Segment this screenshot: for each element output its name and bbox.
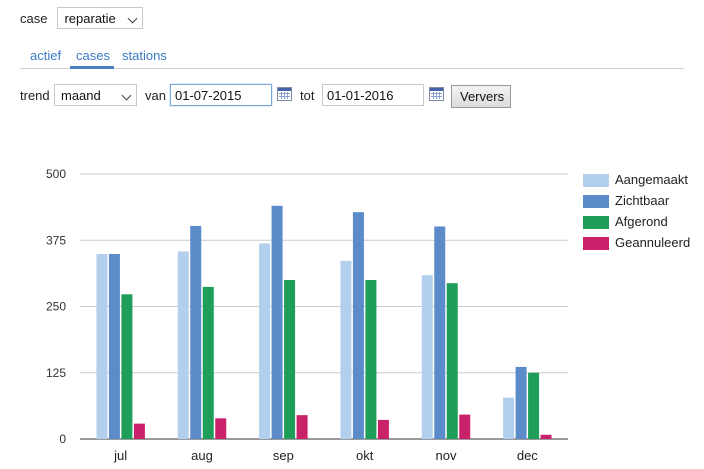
trend-select-value: maand [61, 88, 101, 103]
legend-label: Aangemaakt [615, 172, 688, 187]
to-label: tot [300, 88, 315, 103]
bar-aangemaakt-aug[interactable] [177, 251, 189, 439]
y-tick-label: 375 [46, 233, 66, 247]
y-tick-label: 125 [46, 366, 66, 380]
bar-afgerond-aug[interactable] [202, 286, 214, 439]
bar-geannuleerd-dec[interactable] [540, 434, 552, 439]
legend-label: Afgerond [615, 214, 668, 229]
legend-label: Geannuleerd [615, 235, 691, 250]
x-tick-label: okt [356, 448, 374, 463]
tab-actief[interactable]: actief [30, 48, 62, 63]
bar-afgerond-nov[interactable] [446, 283, 458, 439]
x-tick-label: nov [436, 448, 457, 463]
bar-zichtbaar-sep[interactable] [271, 205, 283, 439]
legend-label: Zichtbaar [615, 193, 670, 208]
refresh-button[interactable]: Ververs [451, 85, 511, 108]
legend-swatch [583, 174, 609, 187]
x-tick-label: dec [517, 448, 538, 463]
bar-zichtbaar-jul[interactable] [108, 254, 120, 439]
bar-aangemaakt-jul[interactable] [96, 254, 108, 439]
bar-zichtbaar-okt[interactable] [352, 212, 364, 439]
bar-aangemaakt-dec[interactable] [503, 397, 515, 439]
case-select[interactable]: reparatie [57, 7, 144, 29]
tab-cases[interactable]: cases [76, 48, 110, 63]
bar-zichtbaar-nov[interactable] [434, 226, 446, 439]
legend-swatch [583, 237, 609, 250]
bar-geannuleerd-jul[interactable] [133, 423, 145, 439]
bar-afgerond-jul[interactable] [121, 294, 133, 439]
trend-select[interactable]: maand [54, 84, 137, 106]
bar-aangemaakt-sep[interactable] [259, 243, 271, 439]
bar-geannuleerd-sep[interactable] [296, 415, 308, 439]
calendar-icon[interactable] [277, 87, 292, 101]
active-tab-indicator [70, 66, 114, 69]
case-select-value: reparatie [64, 11, 116, 26]
trend-label: trend [20, 88, 50, 103]
x-tick-label: jul [113, 448, 127, 463]
tab-stations[interactable]: stations [122, 48, 167, 63]
bar-afgerond-okt[interactable] [365, 280, 377, 439]
to-date-input[interactable] [322, 84, 424, 106]
tab-bar: actief cases stations [20, 44, 684, 69]
y-tick-label: 500 [46, 167, 66, 181]
case-filter: case reparatie [20, 6, 144, 30]
y-tick-label: 0 [59, 432, 66, 446]
bar-aangemaakt-nov[interactable] [421, 275, 433, 439]
legend-swatch [583, 216, 609, 229]
from-date-input[interactable] [170, 84, 272, 106]
bar-geannuleerd-okt[interactable] [377, 419, 389, 439]
bar-geannuleerd-nov[interactable] [459, 414, 471, 439]
x-tick-label: sep [273, 448, 294, 463]
bar-zichtbaar-dec[interactable] [515, 366, 527, 439]
from-label: van [145, 88, 166, 103]
case-label: case [20, 10, 48, 26]
bar-aangemaakt-okt[interactable] [340, 260, 352, 439]
bar-geannuleerd-aug[interactable] [215, 418, 227, 439]
bar-afgerond-sep[interactable] [284, 280, 296, 439]
calendar-icon[interactable] [429, 87, 444, 101]
x-tick-label: aug [191, 448, 213, 463]
bar-afgerond-dec[interactable] [528, 372, 540, 439]
legend-swatch [583, 195, 609, 208]
y-tick-label: 250 [46, 300, 66, 314]
bar-zichtbaar-aug[interactable] [190, 225, 202, 439]
